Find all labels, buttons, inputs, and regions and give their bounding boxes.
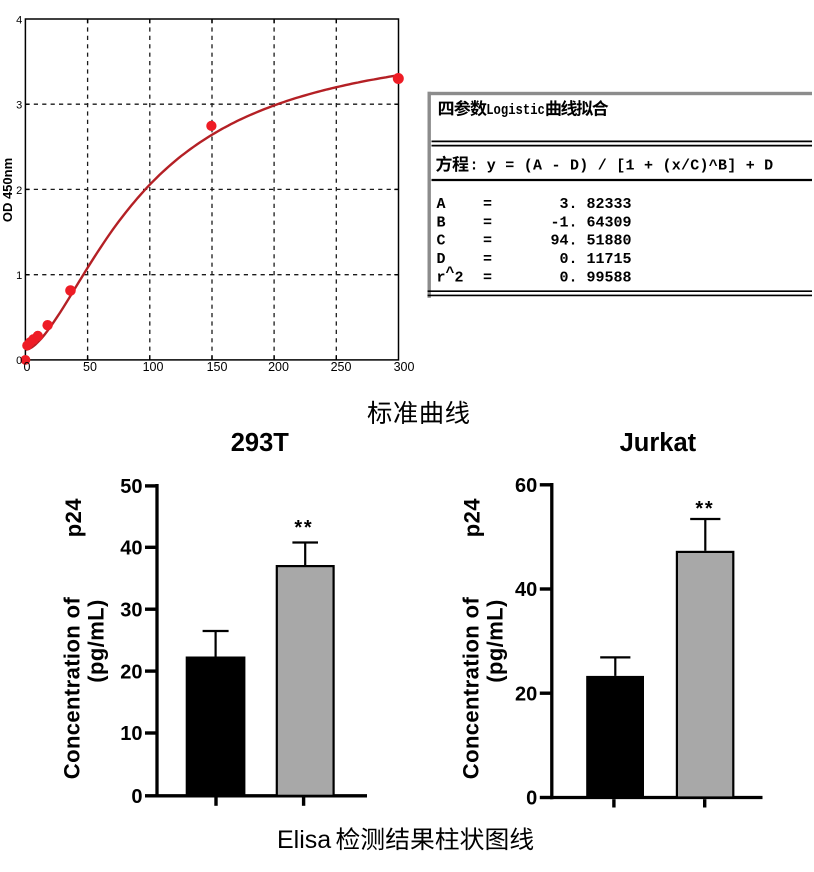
svg-text:60: 60 (515, 475, 537, 497)
svg-text:94. 51880: 94. 51880 (550, 233, 631, 250)
svg-text:20: 20 (515, 683, 537, 705)
svg-text:0. 11715: 0. 11715 (559, 251, 631, 268)
svg-text:3. 82333: 3. 82333 (559, 196, 631, 213)
svg-text:40: 40 (120, 538, 142, 560)
svg-text:Concentration of: Concentration of (458, 597, 483, 780)
svg-text:Concentration of: Concentration of (60, 597, 85, 780)
svg-text:p24: p24 (460, 498, 485, 537)
svg-text:200: 200 (268, 360, 289, 374)
svg-text:150: 150 (207, 360, 228, 374)
svg-text:Elisa: Elisa (277, 826, 331, 854)
svg-text:=: = (483, 196, 492, 213)
svg-text:40: 40 (515, 579, 537, 601)
svg-text:4: 4 (16, 14, 22, 26)
svg-text:50: 50 (83, 360, 97, 374)
svg-text:30: 30 (120, 599, 142, 621)
svg-text:=: = (483, 269, 492, 286)
svg-text:D: D (437, 251, 446, 268)
svg-text:50: 50 (120, 476, 142, 498)
svg-text:-1. 64309: -1. 64309 (550, 214, 631, 231)
svg-text:2: 2 (16, 185, 22, 197)
svg-text:100: 100 (143, 360, 164, 374)
svg-text:B: B (437, 214, 446, 231)
svg-text:250: 250 (331, 360, 352, 374)
svg-text:10: 10 (120, 723, 142, 745)
svg-text:Logistic: Logistic (486, 102, 545, 119)
svg-text:=: = (483, 214, 492, 231)
svg-text:0: 0 (131, 786, 142, 808)
svg-text:0: 0 (16, 355, 22, 367)
svg-text:(pg/mL): (pg/mL) (482, 599, 507, 682)
svg-text:(pg/mL): (pg/mL) (84, 599, 109, 682)
svg-text:=: = (483, 251, 492, 268)
svg-text:=: = (483, 233, 492, 250)
svg-text:**: ** (294, 517, 313, 539)
svg-text::: : (470, 158, 479, 175)
svg-text:OD 450nm: OD 450nm (0, 158, 15, 222)
svg-text:293T: 293T (231, 429, 290, 457)
svg-text:3: 3 (16, 100, 22, 112)
svg-text:r^2: r^2 (437, 264, 464, 286)
svg-text:0: 0 (24, 360, 31, 374)
svg-text:1: 1 (16, 270, 22, 282)
svg-text:0. 99588: 0. 99588 (559, 269, 631, 286)
svg-text:A: A (437, 196, 446, 213)
svg-text:20: 20 (120, 661, 142, 683)
svg-text:300: 300 (394, 360, 415, 374)
svg-text:0: 0 (526, 788, 537, 810)
svg-text:C: C (437, 233, 446, 250)
svg-text:p24: p24 (61, 498, 86, 537)
svg-text:Jurkat: Jurkat (620, 429, 697, 457)
svg-text:y = (A - D) / [1 + (x/C)^B] +: y = (A - D) / [1 + (x/C)^B] + D (487, 158, 773, 175)
svg-text:**: ** (695, 498, 714, 520)
